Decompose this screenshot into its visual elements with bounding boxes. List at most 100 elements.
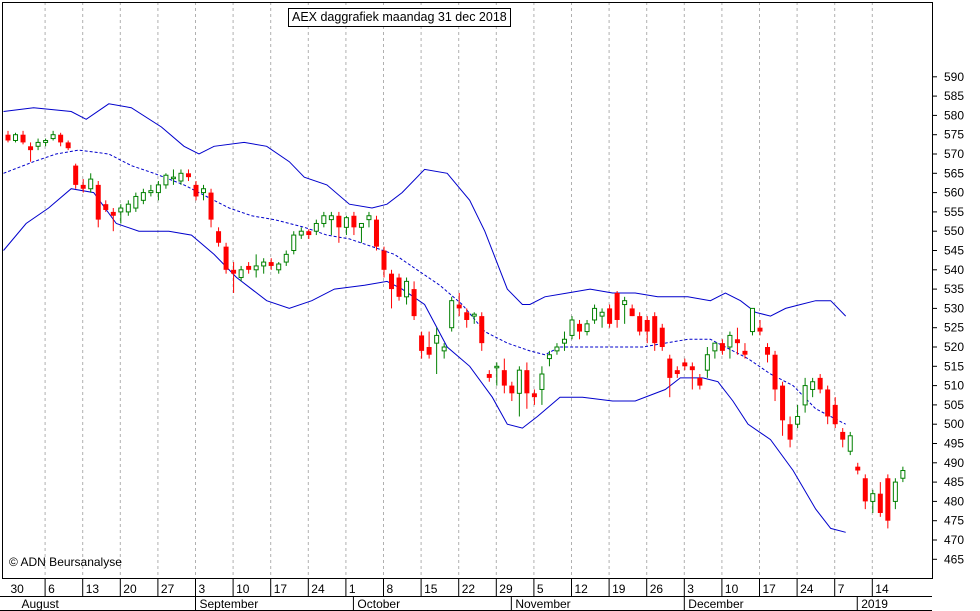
candle <box>396 273 402 301</box>
candle <box>298 227 304 239</box>
candle <box>43 138 49 147</box>
candle-body <box>539 373 545 390</box>
x-tick-label: 24 <box>311 582 325 596</box>
copyright-text: © ADN Beursanalyse <box>9 555 122 569</box>
month-label: 2019 <box>861 597 888 611</box>
x-tick-label: 17 <box>274 582 288 596</box>
candle-body <box>870 493 876 502</box>
candle-body <box>772 354 778 390</box>
candle <box>614 291 620 328</box>
candle <box>900 466 906 483</box>
candle <box>704 347 710 378</box>
candle-body <box>584 323 590 333</box>
candle-body <box>727 334 733 348</box>
candle <box>13 132 19 143</box>
candle-body <box>231 269 237 274</box>
candle-body <box>28 146 34 151</box>
candle <box>832 397 838 429</box>
y-tick-label: 495 <box>944 437 964 451</box>
candle <box>599 308 605 328</box>
candle <box>644 316 650 344</box>
candle-body <box>667 358 673 378</box>
y-tick-label: 505 <box>944 398 964 412</box>
candle <box>862 474 868 510</box>
candle-body <box>659 327 665 347</box>
candle-body <box>546 354 552 360</box>
x-tick-label: 29 <box>499 582 513 596</box>
candle <box>877 482 883 517</box>
candle <box>577 319 583 340</box>
candle-body <box>787 424 793 440</box>
x-tick-label: 7 <box>838 582 845 596</box>
plot-border <box>2 2 933 579</box>
candle-body <box>689 366 695 371</box>
candle <box>471 312 477 324</box>
candle <box>787 416 793 448</box>
candle-body <box>441 346 447 352</box>
candle <box>682 358 688 371</box>
candle <box>103 200 109 212</box>
upper-band <box>3 103 847 317</box>
candle <box>80 179 86 193</box>
candle <box>366 211 372 228</box>
candle-body <box>464 312 470 320</box>
candle <box>5 130 11 143</box>
candle-body <box>622 300 628 306</box>
candle <box>772 350 778 402</box>
candle-body <box>494 365 500 369</box>
candle-body <box>110 211 116 216</box>
grid-lines <box>44 2 873 578</box>
lower-band <box>3 188 846 533</box>
candle-body <box>276 263 282 271</box>
chart-title: AEX daggrafiek maandag 31 dec 2018 <box>288 8 511 27</box>
candle-body <box>592 307 598 321</box>
x-tick-label: 20 <box>123 582 137 596</box>
candle-body <box>73 165 79 185</box>
price-axis: 465 470 475 480 485 490 495 500 505 510 515 520 525 5… <box>932 70 964 566</box>
candle-body <box>554 346 560 352</box>
candle-body <box>607 308 613 324</box>
candle-body <box>298 230 304 236</box>
candle <box>291 231 297 255</box>
candle <box>509 381 515 402</box>
candle <box>561 331 567 351</box>
y-tick-label: 500 <box>944 417 964 431</box>
x-tick-label: 8 <box>387 582 394 596</box>
candle-body <box>825 389 831 417</box>
x-tick-label: 6 <box>48 582 55 596</box>
candle-body <box>163 174 169 186</box>
candle-body <box>426 347 432 355</box>
candle-body <box>652 316 658 344</box>
candle-body <box>802 385 808 406</box>
candle <box>276 262 282 274</box>
candle-body <box>178 172 184 182</box>
candle <box>757 319 763 336</box>
candle-body <box>855 466 861 471</box>
candle-body <box>434 334 440 344</box>
candle-body <box>577 323 583 332</box>
candle <box>885 474 891 529</box>
candle-body <box>456 304 462 309</box>
candle <box>847 431 853 456</box>
x-tick-label: 13 <box>86 582 100 596</box>
candle <box>659 323 665 351</box>
month-label: September <box>200 597 259 611</box>
month-label: December <box>688 597 743 611</box>
candle-body <box>749 307 755 333</box>
candle <box>479 312 485 351</box>
candle <box>689 362 695 390</box>
candle <box>404 277 410 305</box>
candle-body <box>313 222 319 232</box>
x-tick-label: 5 <box>537 582 544 596</box>
candle <box>328 211 334 236</box>
candle-body <box>223 246 229 270</box>
y-tick-label: 580 <box>944 108 964 122</box>
x-tick-label: 24 <box>800 582 814 596</box>
candle <box>73 163 79 189</box>
y-tick-label: 490 <box>944 456 964 470</box>
candle <box>95 181 101 228</box>
candle-body <box>291 234 297 251</box>
candle-body <box>58 134 64 143</box>
candle-body <box>411 289 417 317</box>
